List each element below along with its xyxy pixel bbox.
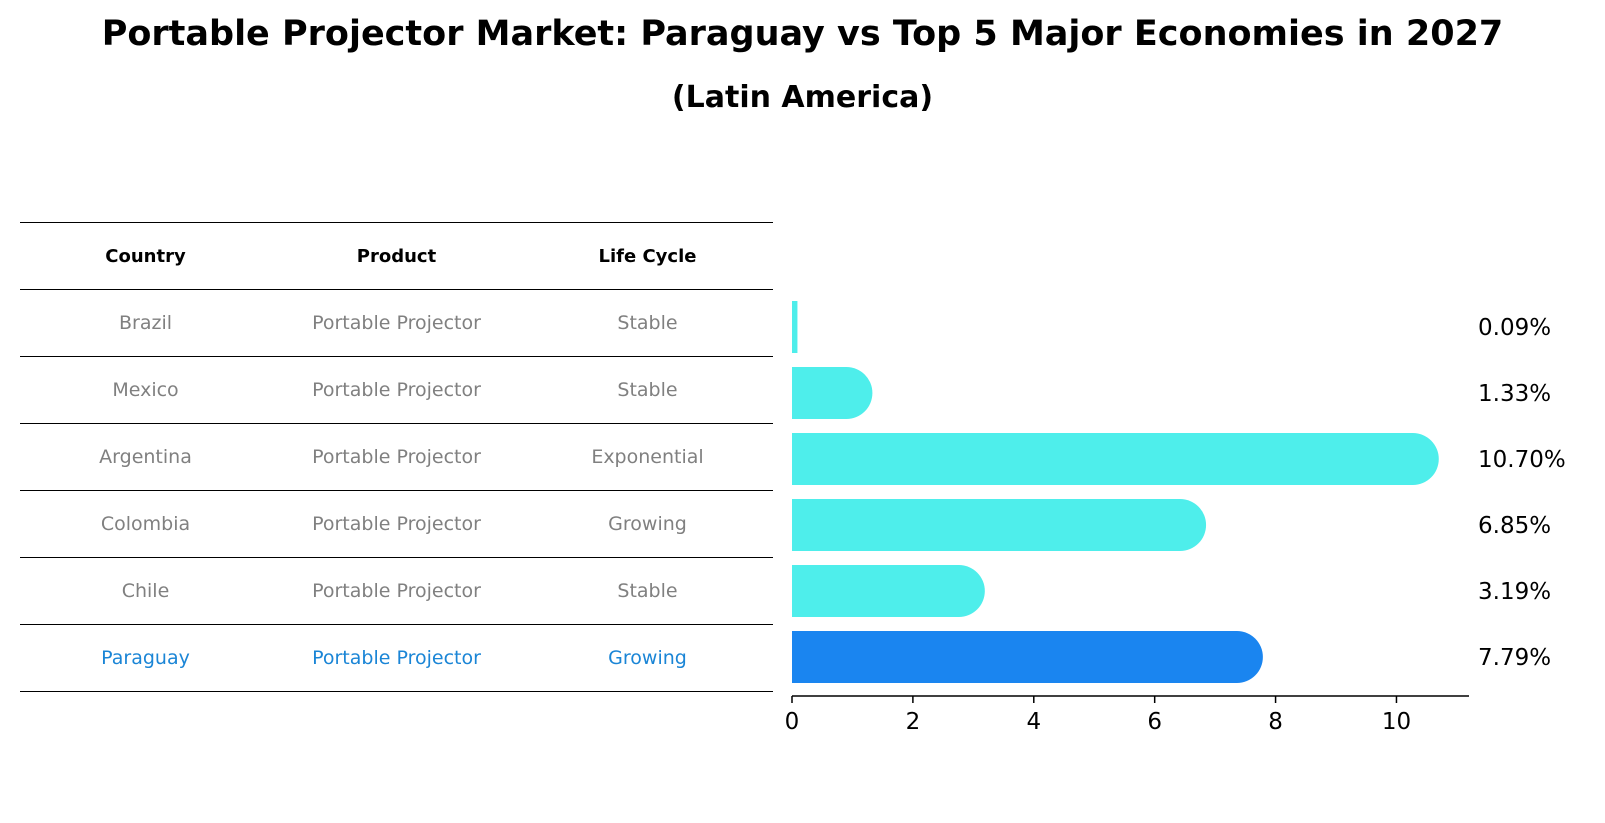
value-label: 6.85% [1478,513,1551,539]
value-label: 10.70% [1478,447,1566,473]
life-cycle-cell: Exponential [522,423,773,491]
country-cell: Mexico [20,356,271,424]
column-header-product: Product [271,222,522,290]
table-row: Chile Portable Projector Stable [20,557,773,625]
life-cycle-cell: Stable [522,557,773,625]
column-header-life-cycle: Life Cycle [522,222,773,290]
market-table: Country Product Life Cycle Brazil Portab… [20,222,773,692]
x-tick-label: 6 [1147,709,1162,735]
bar-brazil [792,301,798,353]
value-label: 0.09% [1478,315,1551,341]
table-row: Argentina Portable Projector Exponential [20,423,773,491]
product-cell: Portable Projector [271,356,522,424]
country-cell: Brazil [20,289,271,357]
table-row: Mexico Portable Projector Stable [20,356,773,424]
table-header-row: Country Product Life Cycle [20,222,773,290]
product-cell: Portable Projector [271,557,522,625]
country-cell: Colombia [20,490,271,558]
table-row-highlighted: Paraguay Portable Projector Growing [20,624,773,692]
life-cycle-cell: Stable [522,289,773,357]
bar-chile [792,565,985,617]
x-tick-label: 8 [1268,709,1283,735]
chart-title: Portable Projector Market: Paraguay vs T… [101,14,1504,54]
product-cell: Portable Projector [271,289,522,357]
value-label: 7.79% [1478,645,1551,671]
chart-subtitle: (Latin America) [671,80,934,115]
product-cell: Portable Projector [271,490,522,558]
bar-argentina [792,433,1439,485]
table-row: Colombia Portable Projector Growing [20,490,773,558]
bar-paraguay [792,631,1263,683]
x-tick-label: 10 [1382,709,1411,735]
life-cycle-cell: Growing [522,490,773,558]
country-cell: Argentina [20,423,271,491]
product-cell: Portable Projector [271,624,522,692]
table-row: Brazil Portable Projector Stable [20,289,773,357]
country-cell: Chile [20,557,271,625]
x-tick-label: 2 [906,709,921,735]
life-cycle-cell: Growing [522,624,773,692]
column-header-country: Country [20,222,271,290]
country-cell: Paraguay [20,624,271,692]
x-tick-label: 4 [1026,709,1041,735]
x-tick-label: 0 [785,709,800,735]
value-label: 1.33% [1478,381,1551,407]
product-cell: Portable Projector [271,423,522,491]
life-cycle-cell: Stable [522,356,773,424]
bar-mexico [792,367,873,419]
bar-colombia [792,499,1207,551]
value-label: 3.19% [1478,579,1551,605]
